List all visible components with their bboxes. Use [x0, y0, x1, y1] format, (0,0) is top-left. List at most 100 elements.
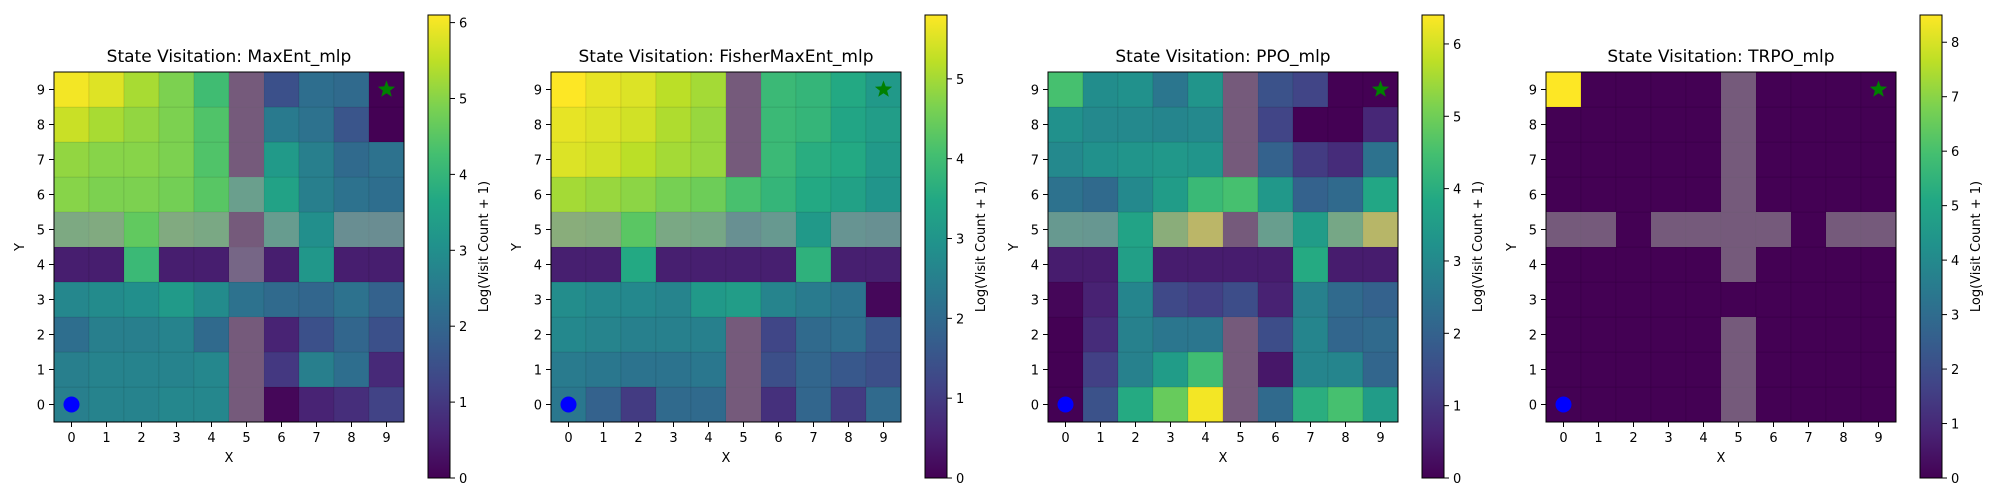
heatmap-cell: [298, 211, 335, 248]
wall-cell: [159, 212, 194, 247]
heatmap-cell: [1117, 386, 1154, 423]
x-tick-label: 3: [172, 431, 180, 446]
heatmap-cell: [1152, 246, 1189, 283]
heatmap-cell: [1755, 316, 1792, 353]
heatmap-cell: [1580, 106, 1617, 143]
heatmap-cell: [550, 281, 587, 318]
x-tick-label: 4: [704, 431, 712, 446]
heatmap-cell: [655, 316, 692, 353]
heatmap-cell: [1047, 106, 1084, 143]
goal-star-marker: [377, 80, 396, 97]
heatmap-cell: [158, 246, 195, 283]
heatmap-cell: [158, 386, 195, 423]
heatmap-cell: [585, 316, 622, 353]
wall-cell: [1686, 212, 1721, 247]
wall-cell: [229, 387, 264, 422]
heatmap-cell: [1580, 71, 1617, 108]
heatmap-cell: [1047, 71, 1084, 108]
colorbar-tick-label: 1: [956, 392, 964, 407]
x-tick-label: 7: [312, 431, 320, 446]
heatmap-cell: [1790, 176, 1827, 213]
y-tick-label: 4: [37, 259, 45, 274]
colorbar-tick-label: 0: [1453, 472, 1461, 487]
wall-cell: [54, 212, 89, 247]
heatmap-cell: [1825, 351, 1862, 388]
heatmap-cell: [585, 246, 622, 283]
heatmap-cell: [1860, 141, 1897, 178]
heatmap-cell: [865, 176, 902, 213]
wall-cell: [1721, 247, 1756, 282]
x-tick-label: 7: [1804, 431, 1812, 446]
heatmap-cell: [1860, 71, 1897, 108]
x-axis-label: X: [1717, 451, 1726, 466]
heatmap-cell: [550, 106, 587, 143]
heatmap-cell: [550, 316, 587, 353]
colorbar-tick-label: 3: [1951, 309, 1959, 324]
heatmap-cell: [620, 316, 657, 353]
colorbar-label: Log(Visit Count + 1): [1969, 181, 1984, 312]
heatmap-cell: [795, 386, 832, 423]
heatmap-cell: [263, 141, 300, 178]
heatmap-cell: [760, 71, 797, 108]
heatmap-cell: [1580, 386, 1617, 423]
wall-cell: [586, 212, 621, 247]
colorbar-tick-label: 6: [1951, 145, 1959, 160]
heatmap-cell: [263, 176, 300, 213]
heatmap-cell: [88, 141, 125, 178]
heatmap-cell: [690, 106, 727, 143]
wall-cell: [1223, 387, 1258, 422]
colorbar-tick-label: 0: [956, 472, 964, 487]
heatmap-cell: [795, 176, 832, 213]
y-tick-label: 6: [1031, 189, 1039, 204]
heatmap-cell: [1082, 281, 1119, 318]
heatmap-cell: [1327, 281, 1364, 318]
heatmap-cell: [1047, 316, 1084, 353]
wall-cell: [1188, 212, 1223, 247]
x-tick-label: 2: [1629, 431, 1637, 446]
x-tick-label: 8: [844, 431, 852, 446]
colorbar-label: Log(Visit Count + 1): [477, 181, 492, 312]
colorbar-tick-label: 1: [459, 396, 467, 411]
heatmap-cell: [53, 316, 90, 353]
x-tick-label: 3: [1166, 431, 1174, 446]
y-tick-label: 7: [37, 154, 45, 169]
heatmap-cell: [760, 316, 797, 353]
x-tick-label: 1: [1594, 431, 1602, 446]
plot-frame: [1545, 71, 1897, 423]
heatmap-cell: [1825, 386, 1862, 423]
heatmap-cell: [830, 71, 867, 108]
heatmap-cell: [158, 106, 195, 143]
heatmap-cell: [123, 71, 160, 108]
y-tick-label: 9: [1031, 84, 1039, 99]
heatmap-cell: [158, 71, 195, 108]
y-tick-label: 8: [1031, 119, 1039, 134]
heatmap-cell: [123, 351, 160, 388]
heatmap-cell: [263, 106, 300, 143]
heatmap-cell: [655, 246, 692, 283]
heatmap-cell: [865, 386, 902, 423]
heatmap-cell: [830, 176, 867, 213]
heatmap-cell: [620, 141, 657, 178]
heatmap-cell: [1685, 386, 1722, 423]
heatmap-cell: [865, 316, 902, 353]
x-tick-label: 1: [599, 431, 607, 446]
y-tick-label: 4: [1529, 259, 1537, 274]
heatmap-cell: [298, 386, 335, 423]
wall-cell: [1721, 72, 1756, 107]
heatmap-cell: [830, 141, 867, 178]
heatmap-cell: [88, 281, 125, 318]
y-tick-label: 6: [37, 189, 45, 204]
goal-star-marker: [1869, 80, 1888, 97]
heatmap-panel-0: State Visitation: MaxEnt_mlp 0 1 2 3 4 5 6 7 8 9 0 1…: [13, 14, 492, 487]
heatmap-cell: [865, 351, 902, 388]
heatmap-cell: [1152, 351, 1189, 388]
heatmap-cell: [333, 246, 370, 283]
heatmap-cell: [690, 71, 727, 108]
heatmap-cell: [1650, 351, 1687, 388]
heatmap-cell: [1257, 141, 1294, 178]
heatmap-cell: [1545, 316, 1582, 353]
heatmap-cell: [1292, 351, 1329, 388]
heatmap-cell: [760, 106, 797, 143]
heatmap-cell: [158, 281, 195, 318]
y-tick-label: 7: [1031, 154, 1039, 169]
